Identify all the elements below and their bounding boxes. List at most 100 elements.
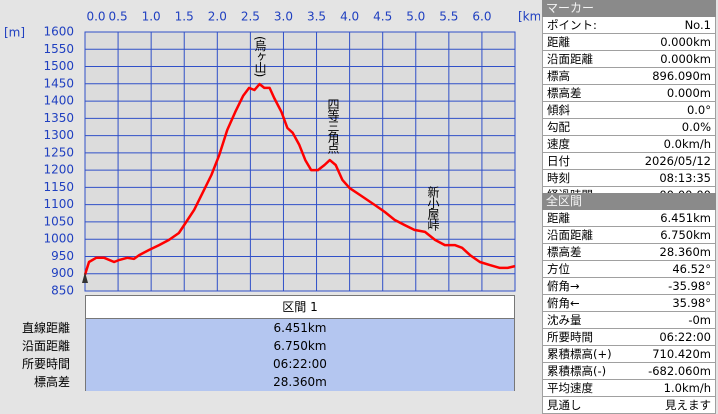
- panel-title: マーカー: [542, 0, 716, 17]
- x-tick-label: 4.0: [340, 10, 359, 24]
- row-value: -35.98°: [668, 279, 711, 293]
- x-tick-label: 1.5: [175, 10, 194, 24]
- row-label: 距離: [547, 211, 570, 225]
- row-label: 標高差: [33, 375, 70, 389]
- row-value: 28.360m: [659, 245, 711, 259]
- x-tick-label: 2.5: [241, 10, 260, 24]
- row-label: ポイント:: [547, 18, 597, 32]
- row-label: 俯角←: [547, 296, 580, 310]
- x-tick-label: 3.5: [307, 10, 326, 24]
- row-value: 46.52°: [672, 262, 711, 276]
- section-row: 沿面距離 6.750km: [22, 337, 515, 355]
- start-marker: [82, 272, 88, 283]
- row-value: 2026/05/12: [644, 154, 711, 168]
- panel-row: 累積標高(-) -682.060m: [542, 363, 716, 380]
- panel-row: 俯角← 35.98°: [542, 295, 716, 312]
- annotation: 四等三角点: [326, 98, 340, 154]
- x-tick-label: 5.5: [439, 10, 458, 24]
- panel-row: 標高差 0.000m: [542, 85, 716, 102]
- elevation-line: [83, 82, 516, 276]
- row-value: 0.000km: [660, 35, 711, 49]
- x-tick-label: 2.0: [208, 10, 227, 24]
- panel-row: 勾配 0.0%: [542, 119, 716, 136]
- panel-row: 方位 46.52°: [542, 261, 716, 278]
- row-value: 6.750km: [85, 337, 515, 355]
- row-value: 08:13:35: [659, 171, 711, 185]
- panel-row: 速度 0.0km/h: [542, 136, 716, 153]
- row-label: 時刻: [547, 171, 570, 185]
- y-tick-label: 1550: [43, 42, 74, 56]
- panel-row: 日付 2026/05/12: [542, 153, 716, 170]
- panel-row: 所要時間 06:22:00: [542, 329, 716, 346]
- y-tick-label: 1500: [43, 59, 74, 73]
- panel-row: 見通し 見えます: [542, 397, 716, 414]
- x-tick-label: 3.0: [274, 10, 293, 24]
- row-value: -0m: [688, 313, 711, 327]
- row-label: 沈み量: [547, 313, 582, 327]
- row-value: 0.000km: [660, 52, 711, 66]
- annotation: 新小屋峠: [426, 185, 440, 231]
- y-tick-label: 900: [51, 266, 74, 280]
- row-label: 直線距離: [21, 321, 70, 335]
- row-label: 累積標高(+): [547, 347, 612, 361]
- row-value: 0.0km/h: [663, 137, 711, 151]
- y-tick-label: 1150: [43, 180, 74, 194]
- row-label: 所要時間: [21, 357, 70, 371]
- panel-row: 累積標高(+) 710.420m: [542, 346, 716, 363]
- x-tick-label: 0.0: [86, 10, 105, 24]
- panel-row: 沿面距離 6.750km: [542, 227, 716, 244]
- row-label: 標高差: [547, 245, 582, 259]
- annotation: (烏ヶ山): [253, 36, 267, 77]
- panel-row: 距離 6.451km: [542, 210, 716, 227]
- row-value: 710.420m: [652, 347, 711, 361]
- panel-row: 平均速度 1.0km/h: [542, 380, 716, 397]
- marker-panel: マーカー ポイント: No.1 距離 0.000km 沿面距離 0.000km 標高 896.…: [542, 0, 716, 204]
- row-value: 35.98°: [672, 296, 711, 310]
- row-label: 傾斜: [547, 103, 570, 117]
- panel-row: 時刻 08:13:35: [542, 170, 716, 187]
- row-label: 沿面距離: [547, 52, 593, 66]
- x-axis-label: [km]: [518, 10, 540, 24]
- panel-row: 沿面距離 0.000km: [542, 51, 716, 68]
- row-label: 勾配: [547, 120, 570, 134]
- row-value: 見えます: [665, 398, 711, 412]
- row-value: 0.0°: [686, 103, 711, 117]
- row-label: 日付: [547, 154, 570, 168]
- row-value: 1.0km/h: [663, 381, 711, 395]
- x-tick-label: 1.0: [142, 10, 161, 24]
- x-tick-label: 5.0: [406, 10, 425, 24]
- y-tick-label: 1100: [43, 197, 74, 211]
- row-value: 6.750km: [660, 228, 711, 242]
- panel-row: 標高差 28.360m: [542, 244, 716, 261]
- row-label: 標高: [547, 69, 570, 83]
- y-tick-label: 1300: [43, 128, 74, 142]
- row-value: 0.000m: [666, 86, 711, 100]
- y-tick-label: 1200: [43, 163, 74, 177]
- row-label: 沿面距離: [21, 339, 70, 353]
- row-label: 累積標高(-): [547, 364, 607, 378]
- y-tick-label: 1250: [43, 145, 74, 159]
- section-table: 区間 1 直線距離 6.451km 沿面距離 6.750km 所要時間 06:22:00 標…: [22, 295, 515, 391]
- panel-row: ポイント: No.1: [542, 17, 716, 34]
- row-label: 沿面距離: [547, 228, 593, 242]
- row-label: 平均速度: [547, 381, 593, 395]
- y-tick-label: 1000: [43, 232, 74, 246]
- row-value: 6.451km: [660, 211, 711, 225]
- y-tick-label: 950: [51, 249, 74, 263]
- section-row: 標高差 28.360m: [34, 373, 515, 391]
- row-value: 06:22:00: [659, 330, 711, 344]
- panel-title: 全区間: [542, 193, 716, 210]
- y-tick-label: 1350: [43, 111, 74, 125]
- panel-row: 距離 0.000km: [542, 34, 716, 51]
- panel-row: 傾斜 0.0°: [542, 102, 716, 119]
- row-value: No.1: [684, 18, 711, 32]
- row-value: 6.451km: [85, 319, 515, 337]
- row-value: 28.360m: [85, 373, 515, 391]
- row-value: 0.0%: [681, 120, 711, 134]
- y-tick-label: 1050: [43, 214, 74, 228]
- row-label: 俯角→: [547, 279, 580, 293]
- row-label: 標高差: [547, 86, 582, 100]
- y-tick-label: 1400: [43, 94, 74, 108]
- row-value: -682.060m: [648, 364, 711, 378]
